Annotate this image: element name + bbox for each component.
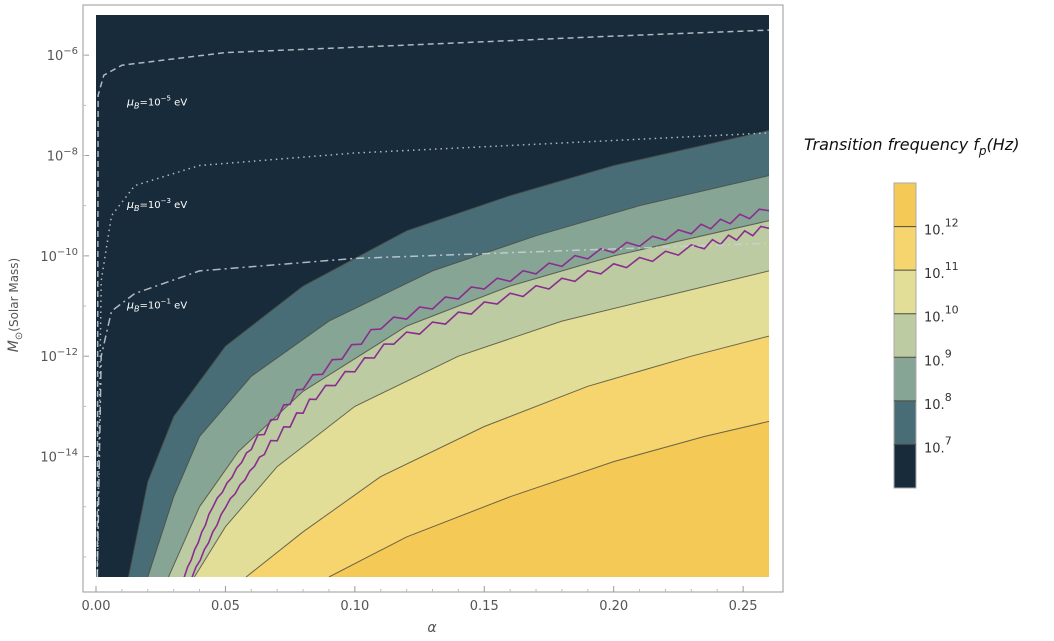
colorbar-segment — [894, 400, 916, 445]
colorbar-segment — [894, 357, 916, 402]
y-axis-label-unit: (Solar Mass) — [7, 258, 21, 332]
x-tick-label: 0.20 — [599, 599, 628, 614]
y-tick-label: 10−12 — [40, 347, 78, 365]
x-tick-label: 0.05 — [211, 599, 240, 614]
colorbar-tick-label: 10.9 — [924, 347, 952, 369]
legend-title-sub: p — [978, 144, 987, 158]
legend-title-unit: (Hz) — [987, 135, 1020, 154]
mass-line-dashed — [96, 29, 769, 577]
colorbar-frame — [893, 182, 917, 489]
plot-area — [96, 15, 769, 577]
plot-lines — [96, 29, 769, 577]
y-tick-label: 10−10 — [40, 247, 78, 265]
x-axis: 0.00 0.05 0.10 0.15 0.20 0.25 — [82, 586, 758, 614]
mass-line-label-2: μB=10−1 eV — [126, 298, 187, 314]
colorbar-tick-label: 10.7 — [924, 434, 952, 456]
y-tick-label: 10−6 — [47, 46, 78, 64]
colorbar-segment — [894, 226, 916, 271]
contour-line-8 — [147, 175, 769, 577]
mass-line-label-1: μB=10−3 eV — [126, 197, 187, 213]
y-tick-label: 10−14 — [40, 448, 78, 466]
colorbar-segment — [894, 183, 916, 227]
x-tick-label: 0.00 — [82, 599, 111, 614]
annotations: μB=10−5 eV μB=10−3 eV μB=10−1 eV — [126, 94, 187, 313]
threshold-line-upper — [183, 208, 769, 577]
colorbar-tick-label: 10.8 — [924, 391, 952, 413]
legend-title: Transition frequency fp(Hz) — [804, 135, 1019, 158]
legend: Transition frequency fp(Hz) 10.7 10.8 10.9… — [804, 135, 1019, 489]
x-tick-label: 0.15 — [470, 599, 499, 614]
colorbar-tick-label: 10.11 — [924, 260, 959, 282]
colorbar-segment — [894, 270, 916, 315]
legend-ticks: 10.7 10.8 10.9 10.10 10.11 10.12 — [894, 217, 959, 456]
y-axis-label: M⊙(Solar Mass) — [6, 258, 25, 352]
legend-colorbar — [893, 182, 917, 489]
mass-line-label-0: μB=10−5 eV — [126, 94, 187, 110]
colorbar-tick-label: 10.10 — [924, 304, 959, 326]
colorbar-tick-label: 10.12 — [924, 217, 959, 239]
colorbar-segment — [894, 313, 916, 358]
y-axis: 10−6 10−8 10−10 10−12 10−14 — [40, 46, 89, 558]
x-axis-label: α — [427, 620, 437, 636]
contour-line-7 — [127, 129, 769, 577]
svg-text:M⊙(Solar Mass): M⊙(Solar Mass) — [6, 258, 25, 352]
threshold-line-lower — [191, 225, 769, 577]
x-tick-label: 0.10 — [340, 599, 369, 614]
legend-title-main: Transition frequency f — [804, 135, 981, 154]
band-below-level-7 — [96, 15, 769, 577]
y-axis-label-sub: ⊙ — [14, 332, 25, 340]
contour-line-9 — [168, 220, 769, 577]
y-axis-label-main: M — [6, 340, 22, 352]
mass-line-dashdot — [96, 242, 769, 577]
contour-line-12 — [328, 420, 769, 577]
contour-line-11 — [245, 335, 769, 577]
colorbar-segment — [894, 444, 916, 489]
contour-line-10 — [193, 270, 769, 577]
y-tick-label: 10−8 — [47, 147, 78, 165]
x-tick-label: 0.25 — [729, 599, 758, 614]
